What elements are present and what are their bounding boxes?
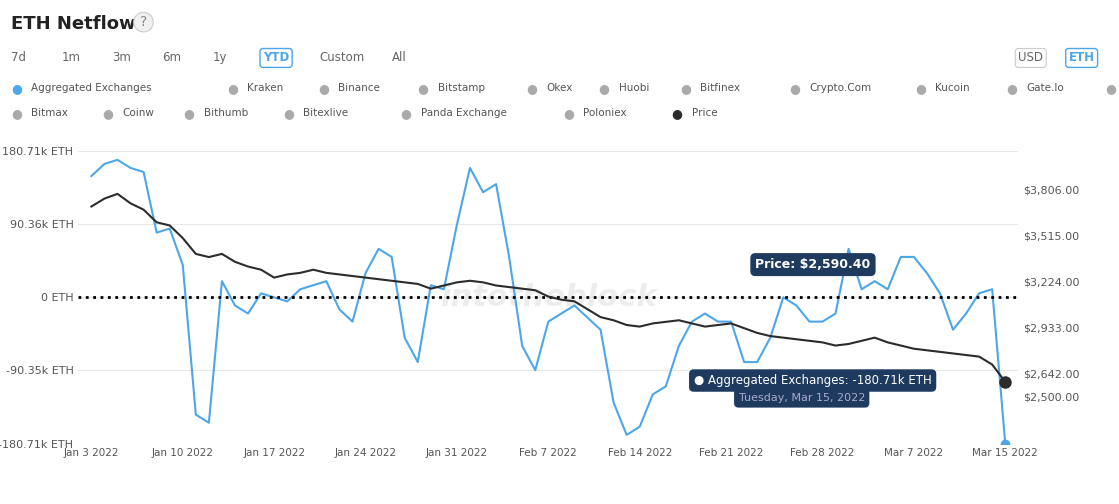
Text: ●: ● [318,82,329,95]
Text: ●: ● [184,107,195,120]
Text: Price: $2,590.40: Price: $2,590.40 [755,258,871,271]
Text: ●: ● [401,107,412,120]
Text: ●: ● [671,107,683,120]
Text: ●: ● [102,107,113,120]
Text: 7d: 7d [11,51,26,65]
Text: 1m: 1m [62,51,81,65]
Text: Price: Price [692,108,717,118]
Text: 1y: 1y [213,51,227,65]
Text: ●: ● [789,82,800,95]
Text: ●: ● [417,82,429,95]
Text: Crypto.Com: Crypto.Com [809,83,872,93]
Text: Okex: Okex [546,83,573,93]
Text: ●: ● [11,82,22,95]
Text: ●: ● [680,82,692,95]
Text: ● Aggregated Exchanges: -180.71k ETH: ● Aggregated Exchanges: -180.71k ETH [694,374,931,387]
Text: ●: ● [1006,82,1017,95]
Text: All: All [392,51,406,65]
Text: ETH: ETH [1069,51,1094,65]
Text: ●: ● [11,107,22,120]
Text: Bitexlive: Bitexlive [303,108,348,118]
Text: intotheblock: intotheblock [440,283,657,312]
Text: 6m: 6m [162,51,181,65]
Text: ●: ● [563,107,574,120]
Text: Custom: Custom [319,51,364,65]
Text: Tuesday, Mar 15, 2022: Tuesday, Mar 15, 2022 [739,393,865,403]
Text: Kraken: Kraken [247,83,283,93]
Text: YTD: YTD [263,51,289,65]
Text: ●: ● [1106,82,1117,95]
Text: Panda Exchange: Panda Exchange [421,108,507,118]
Text: Coinw: Coinw [122,108,153,118]
Text: Poloniex: Poloniex [583,108,627,118]
Text: 3m: 3m [112,51,131,65]
Text: ●: ● [599,82,610,95]
Text: ETH Netflows: ETH Netflows [11,15,147,33]
Text: ●: ● [283,107,294,120]
Text: Huobi: Huobi [619,83,649,93]
Text: Gate.Io: Gate.Io [1026,83,1064,93]
Text: Bitmax: Bitmax [31,108,68,118]
Text: ?: ? [140,15,147,29]
Text: Aggregated Exchanges: Aggregated Exchanges [31,83,152,93]
Text: Bitstamp: Bitstamp [438,83,485,93]
Text: ●: ● [915,82,927,95]
Text: ●: ● [227,82,238,95]
Text: Binance: Binance [338,83,379,93]
Text: USD: USD [1018,51,1043,65]
Text: Kucoin: Kucoin [935,83,970,93]
Text: Bithumb: Bithumb [204,108,248,118]
Text: Bitfinex: Bitfinex [700,83,741,93]
Text: ●: ● [526,82,537,95]
